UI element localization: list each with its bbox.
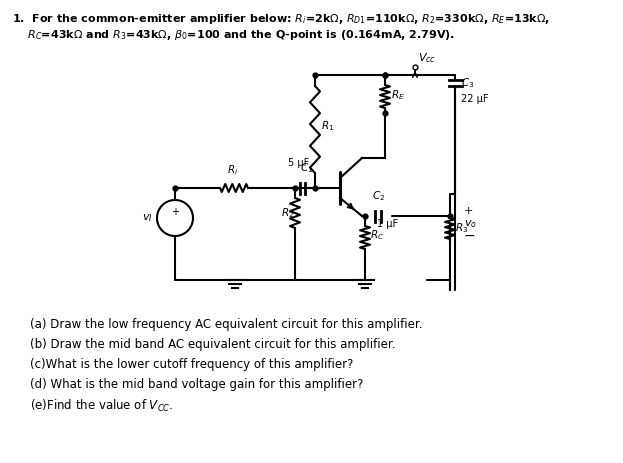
Text: 1 μF: 1 μF — [377, 219, 398, 229]
Text: $R_C$=43k$\Omega$ and $R_3$=43k$\Omega$, $\beta_0$=100 and the Q-point is (0.164: $R_C$=43k$\Omega$ and $R_3$=43k$\Omega$,… — [12, 28, 455, 42]
Text: $R_C$: $R_C$ — [370, 228, 384, 242]
Text: (d) What is the mid band voltage gain for this amplifier?: (d) What is the mid band voltage gain fo… — [30, 378, 363, 391]
Text: 22 μF: 22 μF — [461, 94, 488, 104]
Text: 5 μF: 5 μF — [288, 158, 309, 168]
Text: +: + — [171, 207, 179, 217]
Text: +: + — [464, 206, 473, 216]
Text: $R_E$: $R_E$ — [391, 88, 405, 102]
Text: $R_3$: $R_3$ — [455, 221, 468, 235]
Text: $R_i$: $R_i$ — [227, 163, 238, 177]
Text: (b) Draw the mid band AC equivalent circuit for this amplifier.: (b) Draw the mid band AC equivalent circ… — [30, 338, 396, 351]
Text: $C_3$: $C_3$ — [461, 76, 474, 90]
Text: 1.  For the common-emitter amplifier below: $R_i$=2k$\Omega$, $R_{D1}$=110k$\Ome: 1. For the common-emitter amplifier belo… — [12, 12, 550, 26]
Text: $V_{cc}$: $V_{cc}$ — [418, 51, 436, 65]
Text: $v_o$: $v_o$ — [464, 218, 477, 230]
Text: −: − — [464, 229, 475, 243]
Text: (c)What is the lower cutoff frequency of this amplifier?: (c)What is the lower cutoff frequency of… — [30, 358, 353, 371]
Text: $C_1$: $C_1$ — [300, 161, 313, 175]
Text: $C_2$: $C_2$ — [372, 189, 385, 203]
Text: (a) Draw the low frequency AC equivalent circuit for this amplifier.: (a) Draw the low frequency AC equivalent… — [30, 318, 422, 331]
Text: $R_1$: $R_1$ — [321, 119, 334, 133]
Text: $R_2$: $R_2$ — [281, 206, 294, 220]
Text: $v_I$: $v_I$ — [142, 212, 153, 224]
Text: (e)Find the value of $V_{CC}$.: (e)Find the value of $V_{CC}$. — [30, 398, 173, 414]
